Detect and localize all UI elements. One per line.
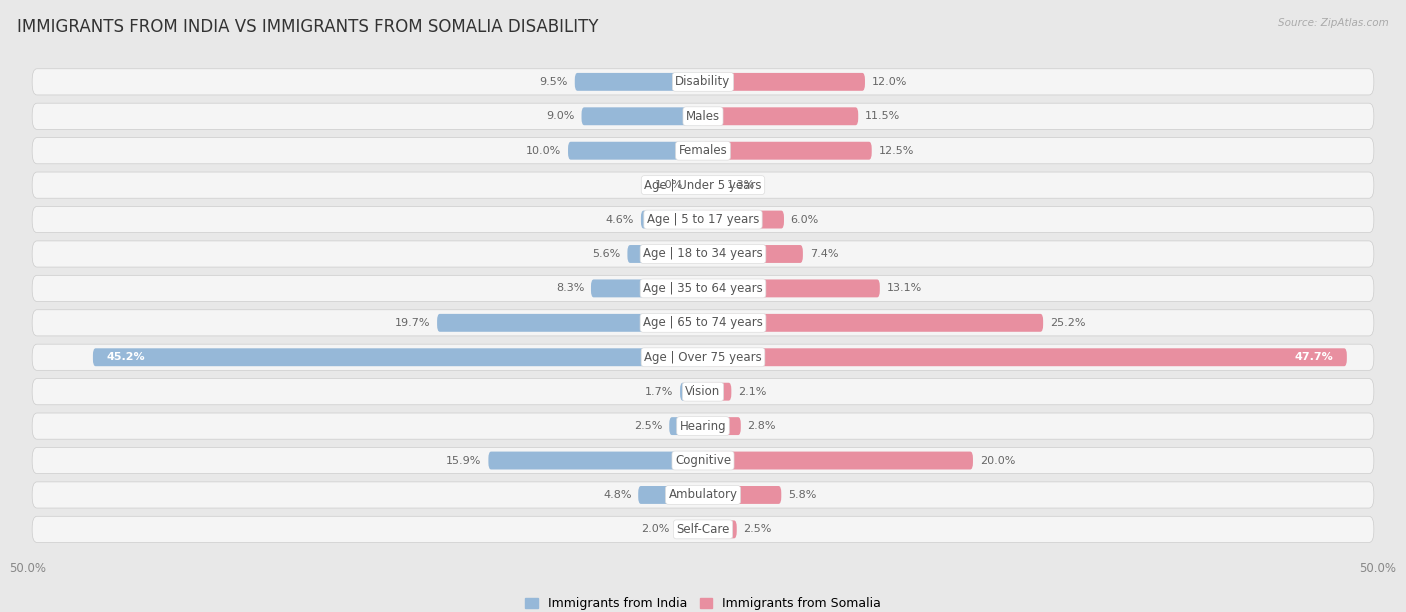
FancyBboxPatch shape <box>681 382 703 401</box>
FancyBboxPatch shape <box>703 348 1347 366</box>
Text: 1.7%: 1.7% <box>645 387 673 397</box>
Text: 1.0%: 1.0% <box>655 180 683 190</box>
Text: Disability: Disability <box>675 75 731 88</box>
FancyBboxPatch shape <box>32 379 1374 405</box>
FancyBboxPatch shape <box>703 417 741 435</box>
FancyBboxPatch shape <box>627 245 703 263</box>
Text: 19.7%: 19.7% <box>395 318 430 328</box>
Text: Self-Care: Self-Care <box>676 523 730 536</box>
FancyBboxPatch shape <box>703 280 880 297</box>
FancyBboxPatch shape <box>703 520 737 539</box>
FancyBboxPatch shape <box>703 486 782 504</box>
FancyBboxPatch shape <box>689 176 703 194</box>
FancyBboxPatch shape <box>32 103 1374 129</box>
Text: 20.0%: 20.0% <box>980 455 1015 466</box>
Text: 9.0%: 9.0% <box>547 111 575 121</box>
FancyBboxPatch shape <box>32 413 1374 439</box>
FancyBboxPatch shape <box>703 176 720 194</box>
Text: IMMIGRANTS FROM INDIA VS IMMIGRANTS FROM SOMALIA DISABILITY: IMMIGRANTS FROM INDIA VS IMMIGRANTS FROM… <box>17 18 599 36</box>
Text: 4.6%: 4.6% <box>606 215 634 225</box>
Text: 45.2%: 45.2% <box>107 353 145 362</box>
FancyBboxPatch shape <box>703 382 731 401</box>
FancyBboxPatch shape <box>32 69 1374 95</box>
Text: 2.1%: 2.1% <box>738 387 766 397</box>
Text: 8.3%: 8.3% <box>555 283 585 293</box>
FancyBboxPatch shape <box>32 241 1374 267</box>
Text: 13.1%: 13.1% <box>887 283 922 293</box>
Text: Age | 18 to 34 years: Age | 18 to 34 years <box>643 247 763 261</box>
FancyBboxPatch shape <box>703 452 973 469</box>
Text: Hearing: Hearing <box>679 420 727 433</box>
FancyBboxPatch shape <box>568 142 703 160</box>
FancyBboxPatch shape <box>703 73 865 91</box>
FancyBboxPatch shape <box>703 142 872 160</box>
Text: Age | Over 75 years: Age | Over 75 years <box>644 351 762 364</box>
FancyBboxPatch shape <box>32 310 1374 336</box>
FancyBboxPatch shape <box>582 107 703 125</box>
FancyBboxPatch shape <box>488 452 703 469</box>
Text: Source: ZipAtlas.com: Source: ZipAtlas.com <box>1278 18 1389 28</box>
Text: 7.4%: 7.4% <box>810 249 838 259</box>
FancyBboxPatch shape <box>32 482 1374 508</box>
Text: 6.0%: 6.0% <box>790 215 818 225</box>
FancyBboxPatch shape <box>437 314 703 332</box>
FancyBboxPatch shape <box>32 172 1374 198</box>
Text: Cognitive: Cognitive <box>675 454 731 467</box>
Text: 2.0%: 2.0% <box>641 524 669 534</box>
Text: 15.9%: 15.9% <box>446 455 482 466</box>
Text: 1.3%: 1.3% <box>727 180 755 190</box>
Text: 47.7%: 47.7% <box>1295 353 1333 362</box>
FancyBboxPatch shape <box>669 417 703 435</box>
Text: 10.0%: 10.0% <box>526 146 561 155</box>
Text: Age | Under 5 years: Age | Under 5 years <box>644 179 762 192</box>
Text: 25.2%: 25.2% <box>1050 318 1085 328</box>
FancyBboxPatch shape <box>32 275 1374 302</box>
FancyBboxPatch shape <box>32 447 1374 474</box>
Text: 5.6%: 5.6% <box>592 249 620 259</box>
Text: Age | 5 to 17 years: Age | 5 to 17 years <box>647 213 759 226</box>
FancyBboxPatch shape <box>93 348 703 366</box>
FancyBboxPatch shape <box>32 206 1374 233</box>
Text: Age | 65 to 74 years: Age | 65 to 74 years <box>643 316 763 329</box>
Text: 9.5%: 9.5% <box>540 77 568 87</box>
Legend: Immigrants from India, Immigrants from Somalia: Immigrants from India, Immigrants from S… <box>520 592 886 612</box>
FancyBboxPatch shape <box>703 314 1043 332</box>
Text: 11.5%: 11.5% <box>865 111 900 121</box>
FancyBboxPatch shape <box>591 280 703 297</box>
Text: 2.5%: 2.5% <box>744 524 772 534</box>
FancyBboxPatch shape <box>703 107 858 125</box>
FancyBboxPatch shape <box>32 344 1374 370</box>
Text: 5.8%: 5.8% <box>787 490 817 500</box>
FancyBboxPatch shape <box>638 486 703 504</box>
FancyBboxPatch shape <box>641 211 703 228</box>
Text: Age | 35 to 64 years: Age | 35 to 64 years <box>643 282 763 295</box>
Text: 2.8%: 2.8% <box>748 421 776 431</box>
Text: 2.5%: 2.5% <box>634 421 662 431</box>
Text: 4.8%: 4.8% <box>603 490 631 500</box>
FancyBboxPatch shape <box>32 517 1374 542</box>
Text: Vision: Vision <box>685 385 721 398</box>
Text: Females: Females <box>679 144 727 157</box>
Text: 12.5%: 12.5% <box>879 146 914 155</box>
FancyBboxPatch shape <box>703 211 785 228</box>
FancyBboxPatch shape <box>676 520 703 539</box>
FancyBboxPatch shape <box>575 73 703 91</box>
Text: 12.0%: 12.0% <box>872 77 907 87</box>
Text: Males: Males <box>686 110 720 123</box>
FancyBboxPatch shape <box>32 138 1374 164</box>
Text: Ambulatory: Ambulatory <box>668 488 738 501</box>
FancyBboxPatch shape <box>703 245 803 263</box>
